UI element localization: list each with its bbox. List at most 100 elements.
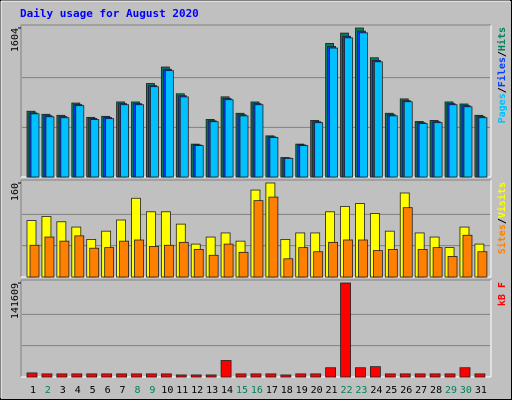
bar	[44, 236, 55, 278]
bar	[179, 96, 189, 178]
bar	[459, 367, 471, 378]
bar	[298, 247, 309, 278]
legend-separator: /	[497, 218, 508, 224]
bar	[253, 200, 264, 278]
bar	[135, 104, 144, 178]
x-tick-label: 5	[90, 385, 96, 396]
bar	[299, 145, 309, 178]
x-tick-label: 10	[161, 385, 173, 396]
bar	[101, 373, 113, 378]
x-tick-label: 1	[30, 385, 36, 396]
bar	[250, 373, 262, 378]
bar	[265, 373, 277, 378]
bar	[190, 374, 202, 378]
x-tick-label: 30	[460, 385, 472, 396]
bar	[373, 61, 383, 178]
x-tick-label: 29	[445, 385, 457, 396]
x-tick-label: 14	[221, 385, 233, 396]
bar	[29, 244, 40, 278]
x-tick-label: 2	[45, 385, 51, 396]
x-tick-label: 19	[296, 385, 308, 396]
x-tick-label: 18	[281, 385, 293, 396]
bar	[205, 374, 217, 378]
bar	[325, 367, 337, 378]
x-tick-label: 22	[340, 385, 352, 396]
bar	[269, 137, 279, 178]
bar	[86, 373, 98, 378]
bar	[71, 373, 83, 378]
bar	[418, 123, 428, 178]
bar	[429, 373, 441, 378]
bar	[209, 121, 219, 178]
bar	[414, 373, 426, 378]
bar	[463, 106, 473, 178]
bar	[164, 70, 174, 178]
bar	[372, 250, 383, 278]
bar	[163, 244, 174, 278]
bar	[89, 247, 100, 278]
bar	[448, 104, 458, 178]
bar	[444, 373, 456, 378]
bar	[75, 105, 85, 178]
legend: Pages/Files/Hits	[496, 27, 508, 123]
legend-separator: /	[497, 51, 508, 57]
x-tick-label: 11	[176, 385, 188, 396]
bar	[178, 241, 189, 278]
bar	[314, 122, 324, 178]
bar	[417, 248, 428, 278]
bar	[384, 373, 396, 378]
legend-entry: Files	[496, 57, 508, 87]
bar	[150, 86, 159, 178]
bar	[146, 373, 157, 378]
bar	[254, 104, 264, 178]
bar	[30, 113, 40, 178]
bar	[313, 251, 324, 278]
x-tick-label: 26	[400, 385, 412, 396]
y-tick-label: 160	[10, 183, 21, 201]
bar	[220, 360, 232, 378]
bar	[131, 373, 142, 378]
bar	[134, 239, 144, 278]
bar	[402, 207, 413, 278]
x-tick-label: 8	[134, 385, 140, 396]
bar	[26, 372, 38, 378]
bar	[56, 373, 68, 378]
plot-area	[21, 280, 491, 377]
x-tick-label: 17	[266, 385, 278, 396]
bar	[369, 366, 381, 378]
bar	[328, 241, 339, 278]
bar	[104, 247, 115, 278]
bar	[447, 256, 458, 278]
bar	[268, 196, 279, 278]
x-tick-label: 4	[75, 385, 81, 396]
x-tick-label: 28	[430, 385, 442, 396]
bar	[343, 239, 353, 278]
bar	[280, 374, 292, 378]
bar	[462, 234, 473, 278]
bar	[116, 373, 127, 378]
bar	[310, 373, 322, 378]
bar	[223, 243, 234, 278]
bar	[59, 240, 70, 278]
legend-entry: Sites	[496, 224, 508, 254]
bar	[474, 373, 486, 378]
x-tick-label: 27	[415, 385, 427, 396]
legend-entry: Hits	[496, 27, 508, 51]
bar	[119, 240, 129, 278]
bar	[340, 282, 351, 378]
bar	[295, 373, 307, 378]
bar	[41, 373, 53, 378]
bar	[284, 158, 294, 178]
x-tick-label: 24	[370, 385, 382, 396]
bar	[239, 115, 249, 178]
legend: Sites/Visits	[496, 182, 508, 254]
x-tick-label: 16	[251, 385, 263, 396]
y-tick-label: 141609	[10, 283, 21, 319]
bar	[403, 101, 413, 178]
bar	[355, 367, 366, 378]
bar	[359, 32, 368, 178]
bar	[329, 47, 339, 178]
x-tick-label: 20	[311, 385, 323, 396]
legend: kB F	[497, 282, 508, 306]
